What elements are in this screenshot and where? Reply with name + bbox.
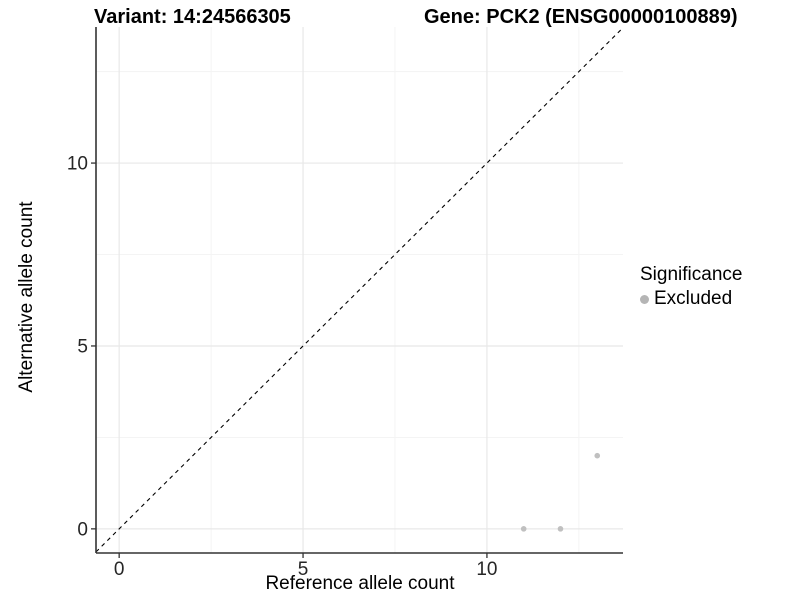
y-axis-label: Alternative allele count bbox=[16, 201, 37, 393]
identity-line bbox=[95, 27, 624, 553]
y-tick-label: 10 bbox=[67, 154, 88, 175]
x-tick-label: 10 bbox=[476, 559, 497, 580]
data-point bbox=[594, 452, 601, 459]
plot-title-variant: Variant: 14:24566305 bbox=[94, 6, 291, 28]
x-tick-label: 5 bbox=[298, 559, 309, 580]
plot-title-gene: Gene: PCK2 (ENSG00000100889) bbox=[424, 6, 738, 28]
data-point bbox=[520, 526, 527, 532]
legend-item-excluded: Excluded bbox=[640, 288, 742, 310]
y-tick-label: 5 bbox=[77, 336, 88, 357]
data-point bbox=[557, 526, 564, 532]
legend-item-label: Excluded bbox=[654, 288, 733, 309]
y-tick-label: 0 bbox=[77, 519, 88, 540]
legend: Significance Excluded bbox=[640, 264, 742, 310]
legend-title: Significance bbox=[640, 264, 743, 285]
x-tick-label: 0 bbox=[114, 559, 125, 580]
x-axis-label: Reference allele count bbox=[265, 573, 455, 594]
excluded-point-icon bbox=[640, 294, 649, 304]
